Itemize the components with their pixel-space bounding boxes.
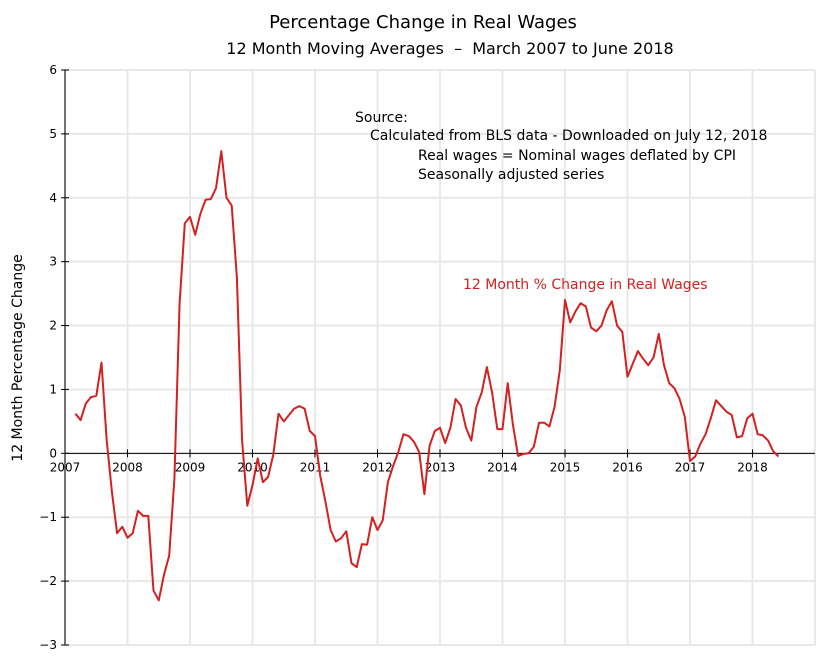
x-tick-label: 2011 <box>300 460 331 474</box>
annotation-line-1: Calculated from BLS data - Downloaded on… <box>370 128 767 144</box>
y-tick-label: 3 <box>49 255 57 269</box>
y-axis-label: 12 Month Percentage Change <box>10 254 26 461</box>
y-tick-label: 4 <box>49 191 57 205</box>
x-tick-label: 2012 <box>362 460 393 474</box>
chart-title: Percentage Change in Real Wages <box>269 12 577 33</box>
annotation-line-2: Real wages = Nominal wages deflated by C… <box>418 148 736 164</box>
x-tick-label: 2016 <box>612 460 643 474</box>
y-tick-label: 1 <box>49 382 57 396</box>
x-tick-label: 2009 <box>175 460 206 474</box>
y-tick-label: 6 <box>49 63 57 77</box>
x-tick-label: 2018 <box>737 460 768 474</box>
x-tick-label: 2010 <box>237 460 268 474</box>
series-line <box>74 150 780 602</box>
x-tick-label: 2014 <box>487 460 518 474</box>
x-tick-label: 2017 <box>675 460 706 474</box>
y-tick-label: −2 <box>39 574 57 588</box>
y-tick-label: 5 <box>49 127 57 141</box>
series-label: 12 Month % Change in Real Wages <box>463 277 708 293</box>
x-tick-label: 2015 <box>550 460 581 474</box>
y-tick-label: −3 <box>39 638 57 652</box>
y-tick-label: −1 <box>39 510 57 524</box>
x-tick-label: 2013 <box>425 460 456 474</box>
x-tick-label: 2007 <box>50 460 81 474</box>
annotation-source: Source: <box>355 110 408 126</box>
y-tick-label: 2 <box>49 319 57 333</box>
chart-subtitle: 12 Month Moving Averages – March 2007 to… <box>226 39 673 58</box>
x-tick-label: 2008 <box>112 460 143 474</box>
annotation-line-3: Seasonally adjusted series <box>418 167 604 183</box>
y-tick-label: 0 <box>49 446 57 460</box>
